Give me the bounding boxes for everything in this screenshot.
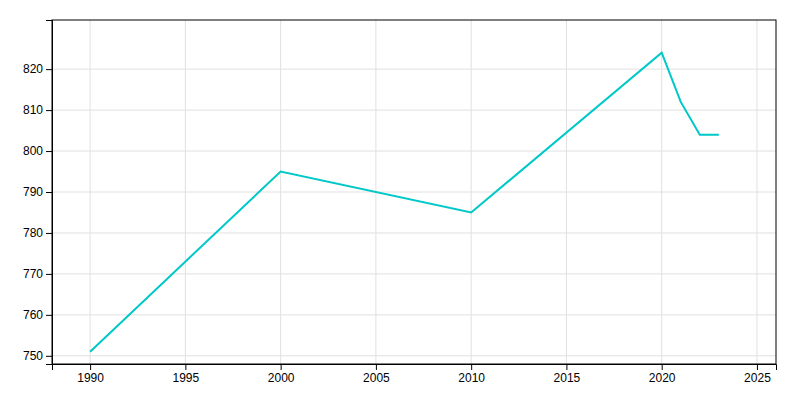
x-tick-mark bbox=[757, 364, 758, 370]
y-tick-mark bbox=[46, 69, 52, 70]
x-tick-mark bbox=[281, 364, 282, 370]
x-tick-label: 2010 bbox=[458, 371, 485, 385]
y-tick: 770 bbox=[23, 267, 52, 281]
y-tick: 790 bbox=[23, 185, 52, 199]
series bbox=[90, 53, 719, 352]
x-tick-label: 1990 bbox=[77, 371, 104, 385]
y-tick: 800 bbox=[23, 144, 52, 158]
y-tick-mark bbox=[46, 151, 52, 152]
y-tick-mark bbox=[46, 233, 52, 234]
x-axis: 1990 1995 2000 2005 2010 2015 2020 2025 bbox=[53, 364, 777, 385]
x-tick-label: 2015 bbox=[554, 371, 581, 385]
grid-line-y bbox=[52, 192, 776, 193]
plot-frame bbox=[52, 20, 776, 364]
y-tick: 760 bbox=[23, 308, 52, 322]
y-tick-mark bbox=[46, 274, 52, 275]
grid-line-y bbox=[52, 110, 776, 111]
chart: 1990 1995 2000 2005 2010 2015 2020 2025 750 760 77… bbox=[0, 0, 800, 400]
x-tick: 1990 bbox=[77, 364, 104, 385]
y-tick-label: 810 bbox=[23, 103, 43, 117]
y-tick: 780 bbox=[23, 226, 52, 240]
x-tick-mark bbox=[90, 364, 91, 370]
y-tick: 820 bbox=[23, 62, 52, 76]
y-axis-line bbox=[46, 21, 53, 365]
x-tick: 1995 bbox=[173, 364, 200, 385]
x-tick-mark bbox=[662, 364, 663, 370]
y-tick-label: 770 bbox=[23, 267, 43, 281]
x-axis-line bbox=[53, 365, 777, 371]
x-tick-mark bbox=[471, 364, 472, 370]
y-tick-mark bbox=[46, 192, 52, 193]
y-tick-mark bbox=[46, 315, 52, 316]
x-tick-mark bbox=[376, 364, 377, 370]
x-tick: 2010 bbox=[458, 364, 485, 385]
x-tick: 2005 bbox=[363, 364, 390, 385]
x-tick: 2020 bbox=[649, 364, 676, 385]
x-tick: 2025 bbox=[744, 364, 771, 385]
y-tick-mark bbox=[46, 356, 52, 357]
x-tick-label: 1995 bbox=[173, 371, 200, 385]
grid bbox=[52, 20, 776, 364]
grid-line-y bbox=[52, 355, 776, 356]
y-tick-mark bbox=[46, 110, 52, 111]
y-tick-label: 750 bbox=[23, 349, 43, 363]
x-tick-label: 2000 bbox=[268, 371, 295, 385]
y-tick-label: 780 bbox=[23, 226, 43, 240]
grid-line-y bbox=[52, 232, 776, 233]
x-tick-mark bbox=[185, 364, 186, 370]
y-tick-label: 790 bbox=[23, 185, 43, 199]
grid-line-y bbox=[52, 273, 776, 274]
x-tick-label: 2005 bbox=[363, 371, 390, 385]
x-tick-label: 2020 bbox=[649, 371, 676, 385]
y-tick: 750 bbox=[23, 349, 52, 363]
x-tick-mark bbox=[566, 364, 567, 370]
x-tick: 2015 bbox=[554, 364, 581, 385]
plot: 1990 1995 2000 2005 2010 2015 2020 2025 750 760 77… bbox=[23, 20, 777, 385]
y-tick: 810 bbox=[23, 103, 52, 117]
grid-line-y bbox=[52, 314, 776, 315]
grid-line-y bbox=[52, 151, 776, 152]
x-tick: 2000 bbox=[268, 364, 295, 385]
y-tick-label: 820 bbox=[23, 62, 43, 76]
y-tick-label: 760 bbox=[23, 308, 43, 322]
y-tick-label: 800 bbox=[23, 144, 43, 158]
x-tick-label: 2025 bbox=[744, 371, 771, 385]
y-axis: 750 760 770 780 790 800 810 820 bbox=[23, 21, 53, 365]
line bbox=[90, 53, 719, 352]
